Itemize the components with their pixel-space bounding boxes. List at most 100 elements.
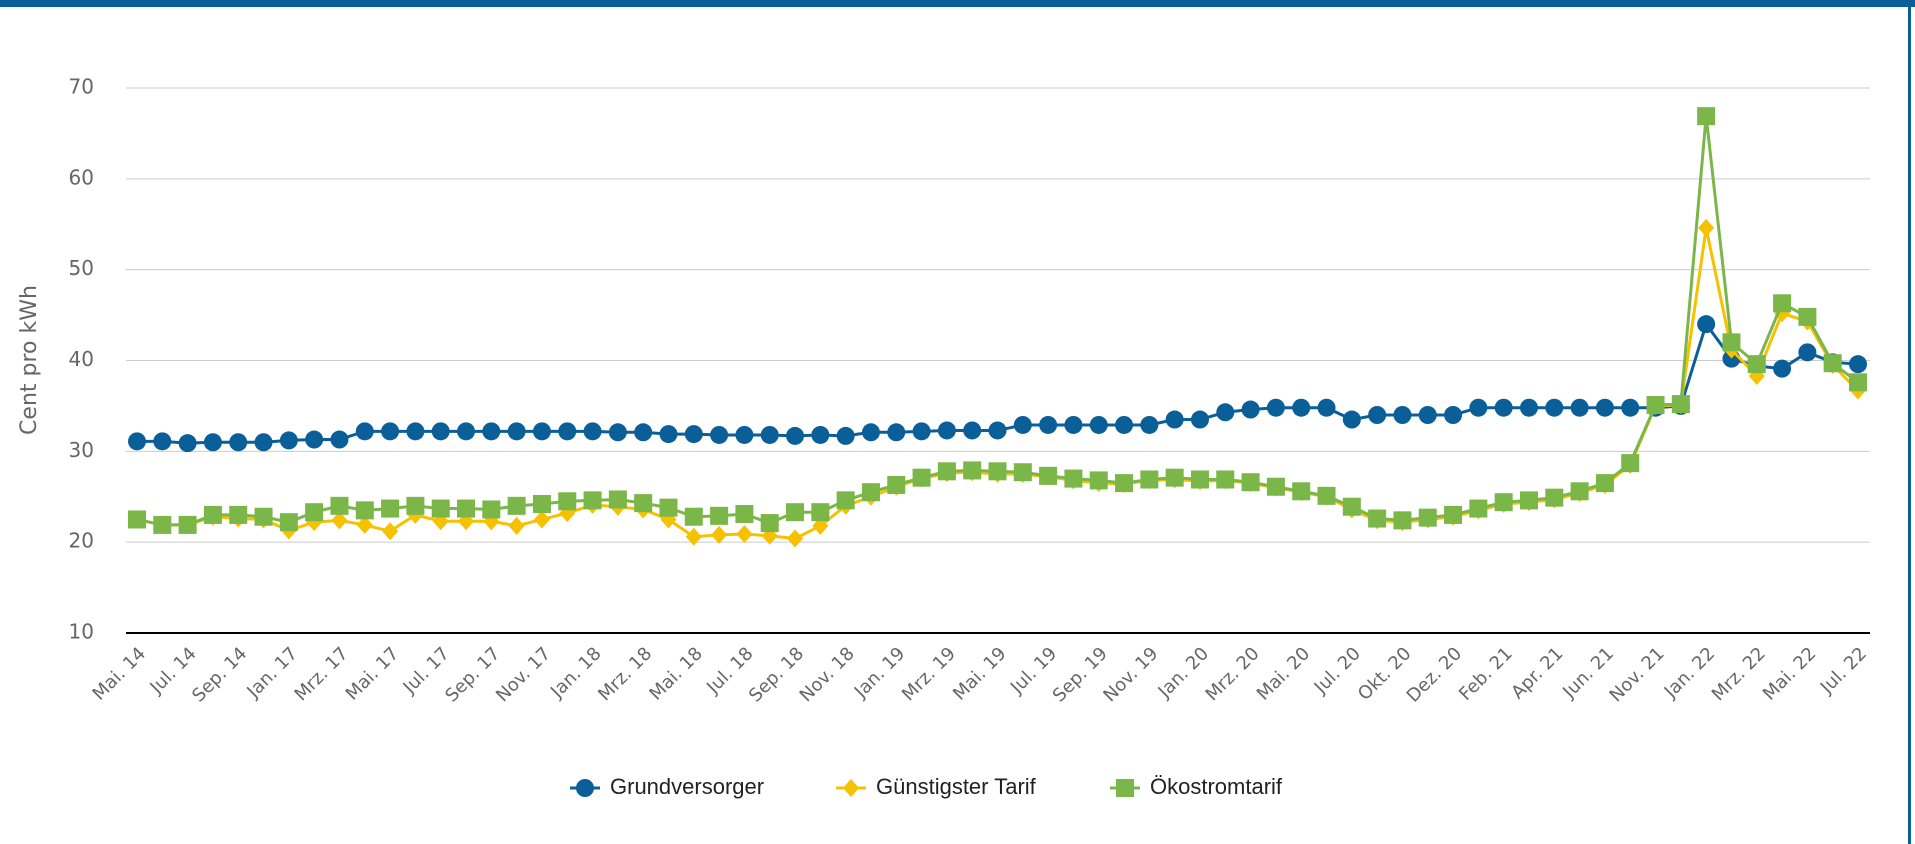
data-point <box>153 432 172 451</box>
x-tick-label: Nov. 17 <box>492 643 555 706</box>
data-point <box>836 491 855 510</box>
data-point <box>843 779 859 797</box>
data-point <box>1849 373 1867 392</box>
data-point <box>1646 396 1665 415</box>
data-point <box>178 434 197 453</box>
data-point <box>1823 354 1842 373</box>
data-point <box>684 425 703 444</box>
data-point <box>1140 415 1159 434</box>
data-point <box>937 421 956 440</box>
data-point <box>1317 486 1336 505</box>
data-point <box>1266 477 1285 496</box>
data-point <box>812 516 829 535</box>
y-axis-label: Cent pro kWh <box>17 285 42 435</box>
data-point <box>1064 469 1083 488</box>
data-point <box>811 425 830 444</box>
data-point <box>760 514 779 533</box>
data-point <box>382 522 399 541</box>
data-point <box>710 506 729 525</box>
x-tick-label: Apr. 21 <box>1507 643 1567 703</box>
data-point <box>1393 406 1412 424</box>
data-point <box>1140 470 1159 489</box>
data-point <box>1039 466 1058 485</box>
data-point <box>128 510 146 529</box>
data-point <box>861 423 880 442</box>
data-point <box>533 510 550 529</box>
data-point <box>1013 463 1032 482</box>
x-tick-label: Sep. 14 <box>188 643 251 706</box>
data-point <box>1773 359 1792 378</box>
data-point <box>735 505 754 524</box>
data-point <box>1216 403 1235 422</box>
data-point <box>1444 406 1463 424</box>
data-point <box>1418 406 1437 424</box>
data-point <box>1798 343 1817 362</box>
x-tick-label: Mai. 22 <box>1759 643 1820 704</box>
data-point <box>254 433 273 452</box>
data-point <box>887 475 906 494</box>
data-point <box>153 515 172 534</box>
data-point <box>963 421 982 440</box>
data-point <box>457 422 476 441</box>
data-point <box>1292 482 1311 501</box>
data-point <box>1342 410 1361 429</box>
x-tick-label: Mrz. 17 <box>291 643 353 705</box>
data-point <box>355 422 374 441</box>
data-point <box>482 422 501 441</box>
y-tick-label: 40 <box>69 347 94 371</box>
data-point <box>711 525 728 544</box>
data-point <box>1013 415 1032 434</box>
data-point <box>1115 415 1134 434</box>
data-point <box>786 426 805 445</box>
data-point <box>963 461 982 480</box>
x-tick-label: Mrz. 22 <box>1708 643 1770 705</box>
data-point <box>229 505 248 524</box>
data-point <box>1039 415 1058 434</box>
data-point <box>1545 488 1564 507</box>
data-point <box>330 430 349 449</box>
data-point <box>203 505 222 524</box>
data-point <box>381 499 400 518</box>
data-point <box>407 505 424 524</box>
data-point <box>558 422 577 441</box>
data-point <box>507 496 526 515</box>
x-tick-label: Mai. 19 <box>949 643 1010 704</box>
data-point <box>1519 398 1538 417</box>
data-point <box>1469 398 1488 417</box>
data-point <box>887 423 906 442</box>
x-tick-label: Mai. 17 <box>342 643 403 704</box>
data-point <box>457 499 476 518</box>
data-point <box>254 507 273 526</box>
data-point <box>1317 398 1336 417</box>
data-point <box>912 422 931 441</box>
data-point <box>912 468 931 487</box>
data-point <box>988 421 1007 440</box>
data-point <box>1216 470 1235 489</box>
data-point <box>659 425 678 444</box>
data-point <box>406 496 425 515</box>
data-point <box>1165 468 1184 487</box>
data-point <box>1722 333 1741 352</box>
data-point <box>1418 508 1437 527</box>
data-point <box>1621 398 1640 417</box>
data-point <box>1595 474 1614 493</box>
data-point <box>1519 491 1538 510</box>
data-point <box>532 495 551 514</box>
data-point <box>1266 398 1285 417</box>
data-point <box>1545 398 1564 417</box>
data-point <box>1621 454 1640 473</box>
data-point <box>330 496 349 515</box>
data-point <box>1595 398 1614 417</box>
x-tick-label: Mrz. 20 <box>1202 643 1264 705</box>
x-tick-label: Mai. 20 <box>1253 643 1314 704</box>
x-tick-label: Sep. 18 <box>745 643 808 706</box>
data-point <box>279 431 298 450</box>
data-point <box>381 422 400 441</box>
data-point <box>1469 499 1488 518</box>
data-point <box>1115 474 1134 493</box>
data-point <box>305 430 324 449</box>
data-point <box>532 422 551 441</box>
x-tick-label: Sep. 17 <box>441 643 504 706</box>
data-point <box>1190 470 1209 489</box>
